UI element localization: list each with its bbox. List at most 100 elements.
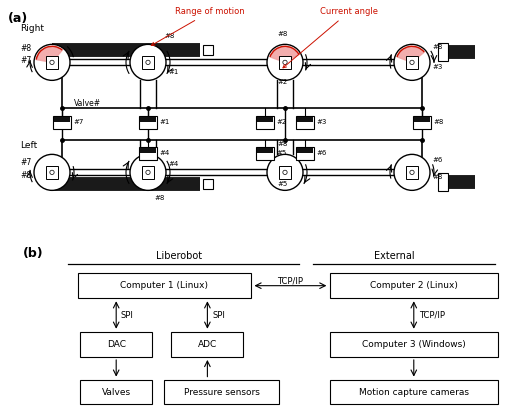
Text: #8: #8: [432, 174, 442, 180]
Text: SPI: SPI: [121, 311, 134, 319]
Bar: [414, 117, 430, 122]
Bar: [438, 173, 448, 191]
Text: Computer 3 (Windows): Computer 3 (Windows): [362, 340, 466, 349]
Text: TCP/IP: TCP/IP: [419, 311, 445, 319]
Text: Computer 2 (Linux): Computer 2 (Linux): [370, 281, 458, 290]
Circle shape: [410, 170, 414, 175]
Circle shape: [130, 154, 166, 190]
Bar: [54, 117, 70, 122]
Text: TCP/IP: TCP/IP: [278, 276, 303, 285]
Bar: [142, 166, 154, 179]
Text: #5: #5: [276, 150, 286, 157]
Circle shape: [50, 60, 54, 65]
Text: #4: #4: [159, 150, 169, 157]
Circle shape: [50, 170, 54, 175]
Bar: [330, 380, 498, 405]
Text: Valve#: Valve#: [74, 99, 101, 108]
Bar: [256, 116, 274, 129]
Text: #1: #1: [159, 119, 169, 125]
Text: #3: #3: [432, 64, 442, 70]
Circle shape: [267, 44, 303, 80]
Text: #8: #8: [154, 195, 164, 201]
Bar: [140, 148, 156, 153]
Bar: [164, 380, 280, 405]
Text: #8: #8: [432, 44, 442, 50]
Bar: [139, 147, 157, 160]
Bar: [330, 332, 498, 356]
Text: #7: #7: [20, 56, 31, 65]
Text: ADC: ADC: [198, 340, 217, 349]
Bar: [257, 117, 273, 122]
Circle shape: [283, 170, 287, 175]
Text: Computer 1 (Linux): Computer 1 (Linux): [120, 281, 208, 290]
Text: External: External: [374, 251, 415, 261]
Wedge shape: [36, 47, 62, 62]
Text: Current angle: Current angle: [283, 7, 378, 68]
Text: #8: #8: [277, 141, 287, 147]
Circle shape: [146, 60, 150, 65]
Circle shape: [34, 154, 70, 190]
Text: Motion capture cameras: Motion capture cameras: [359, 388, 469, 397]
Bar: [296, 147, 314, 160]
Bar: [257, 148, 273, 153]
Bar: [279, 166, 291, 179]
Bar: [80, 380, 152, 405]
Text: #1: #1: [168, 69, 179, 75]
Bar: [406, 166, 418, 179]
Text: #6: #6: [432, 157, 442, 164]
Bar: [279, 56, 291, 69]
Circle shape: [267, 154, 303, 190]
Text: #8: #8: [20, 44, 31, 53]
Text: DAC: DAC: [107, 340, 126, 349]
Bar: [140, 117, 156, 122]
Bar: [256, 147, 274, 160]
Circle shape: [34, 44, 70, 80]
Bar: [297, 148, 313, 153]
Text: #2: #2: [277, 80, 287, 85]
Text: Range of motion: Range of motion: [151, 7, 245, 45]
Text: Pressure sensors: Pressure sensors: [184, 388, 260, 397]
Text: Valves: Valves: [102, 388, 131, 397]
Circle shape: [130, 44, 166, 80]
Bar: [80, 332, 152, 356]
Text: #2: #2: [276, 119, 286, 125]
Bar: [297, 117, 313, 122]
Text: #4: #4: [168, 162, 178, 167]
Bar: [413, 116, 431, 129]
Text: #8: #8: [433, 119, 443, 125]
Bar: [330, 274, 498, 298]
Text: (b): (b): [23, 246, 44, 260]
Wedge shape: [270, 47, 299, 62]
Text: (a): (a): [8, 12, 28, 26]
Bar: [53, 116, 71, 129]
Circle shape: [283, 60, 287, 65]
Text: #6: #6: [316, 150, 326, 157]
Bar: [203, 45, 213, 55]
Bar: [171, 332, 243, 356]
Bar: [406, 56, 418, 69]
Text: #3: #3: [316, 119, 326, 125]
Bar: [438, 43, 448, 61]
Bar: [296, 116, 314, 129]
Circle shape: [146, 170, 150, 175]
Text: #8: #8: [164, 33, 174, 40]
Bar: [78, 274, 250, 298]
Circle shape: [410, 60, 414, 65]
Bar: [46, 166, 58, 179]
Wedge shape: [397, 47, 424, 62]
Text: #5: #5: [277, 181, 287, 187]
Bar: [203, 179, 213, 190]
Text: SPI: SPI: [212, 311, 225, 319]
Bar: [46, 56, 58, 69]
Text: #7: #7: [20, 158, 31, 167]
Text: #8: #8: [20, 171, 31, 180]
Text: #7: #7: [73, 119, 84, 125]
Text: Left: Left: [20, 141, 37, 150]
Text: #8: #8: [277, 31, 287, 37]
Circle shape: [394, 44, 430, 80]
Bar: [142, 56, 154, 69]
Text: Liberobot: Liberobot: [155, 251, 202, 261]
Text: Right: Right: [20, 24, 44, 33]
Circle shape: [394, 154, 430, 190]
Bar: [139, 116, 157, 129]
